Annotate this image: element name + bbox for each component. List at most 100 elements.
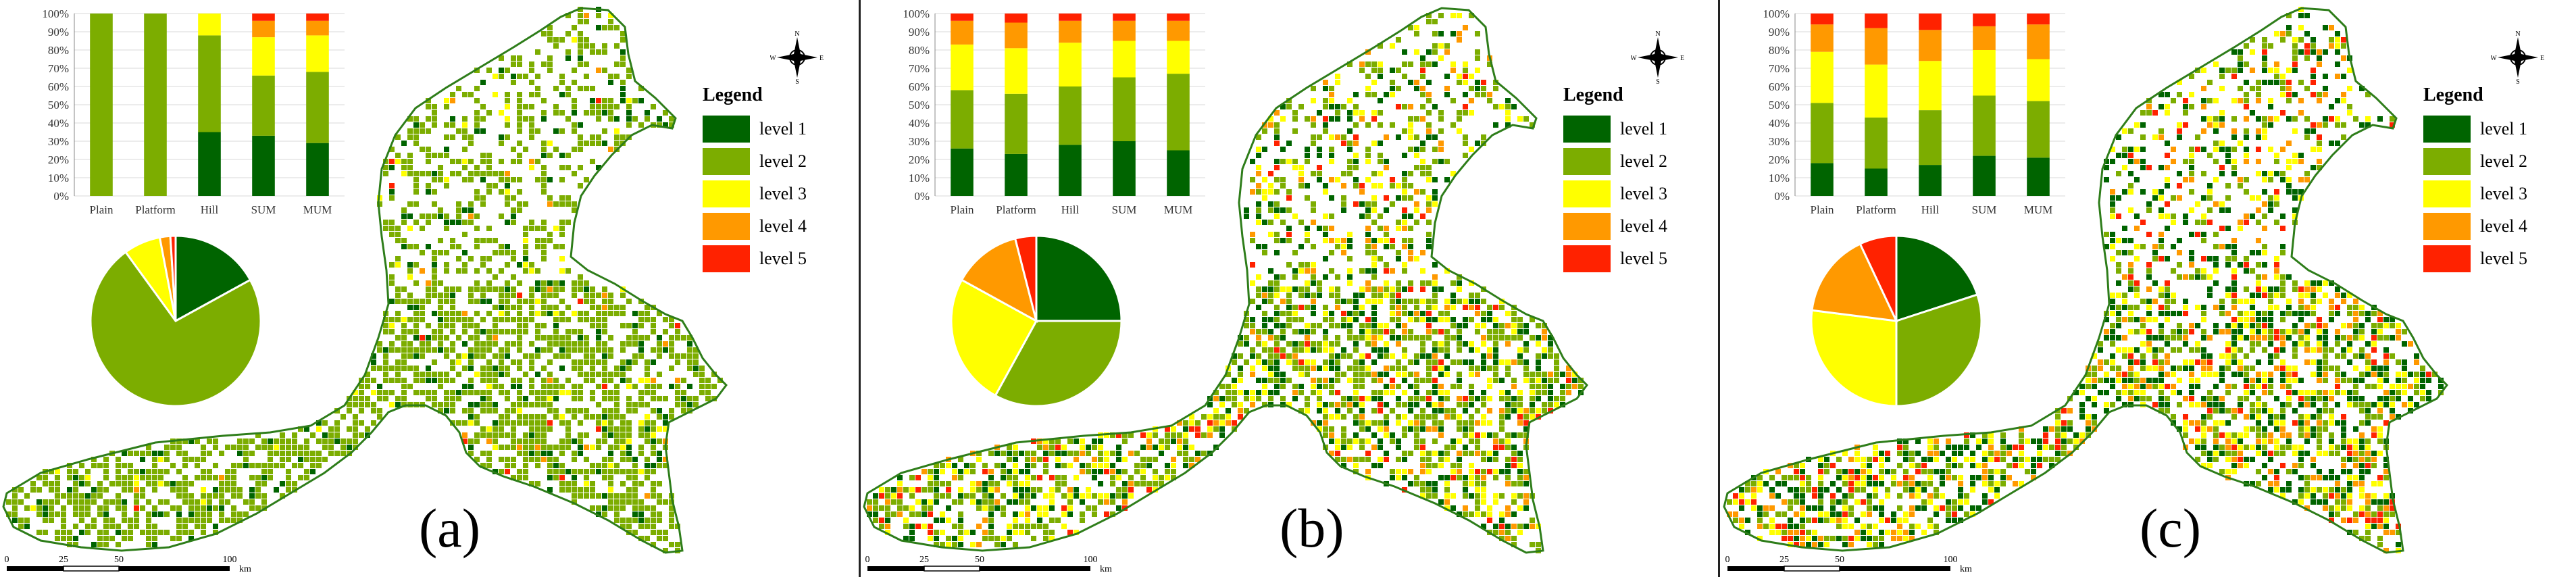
- map-cell: [2262, 226, 2267, 231]
- map-cell: [1450, 13, 1456, 18]
- map-cell: [2146, 262, 2152, 268]
- map-cell: [608, 475, 613, 480]
- map-cell: [1025, 530, 1030, 535]
- map-cell: [958, 499, 963, 505]
- scale-segment: [867, 566, 924, 571]
- map-cell: [1505, 311, 1511, 316]
- map-cell: [2280, 335, 2285, 341]
- map-cell: [578, 13, 583, 18]
- map-cell: [669, 317, 674, 322]
- map-cell: [1007, 530, 1012, 535]
- map-cell: [1396, 183, 1401, 189]
- map-cell: [249, 499, 255, 505]
- map-cell: [2231, 159, 2237, 164]
- map-cell: [523, 457, 528, 462]
- compass-label-e: E: [819, 55, 824, 62]
- map-cell: [687, 347, 692, 353]
- map-cell: [1207, 414, 1213, 420]
- pie-slice: [169, 234, 177, 322]
- map-cell: [2225, 159, 2231, 164]
- map-cell: [553, 128, 559, 134]
- map-cell: [952, 475, 957, 480]
- map-cell: [1420, 280, 1425, 286]
- map-cell: [480, 128, 486, 134]
- map-cell: [1457, 372, 1462, 377]
- map-cell: [2317, 323, 2322, 328]
- map-cell: [1420, 189, 1425, 195]
- map-cell: [602, 359, 607, 365]
- map-cell: [2304, 347, 2310, 353]
- map-cell: [529, 61, 534, 67]
- map-cell: [1432, 341, 1438, 347]
- map-cell: [207, 499, 212, 505]
- map-cell: [2256, 341, 2261, 347]
- map-cell: [432, 274, 437, 280]
- map-cell: [505, 311, 510, 316]
- map-cell: [590, 141, 595, 146]
- map-cell: [559, 268, 565, 274]
- map-cell: [456, 390, 461, 395]
- map-cell: [1444, 74, 1450, 79]
- map-cell: [2304, 55, 2310, 61]
- map-cell: [2146, 317, 2152, 322]
- map-cell: [462, 408, 468, 413]
- map-cell: [1390, 329, 1395, 334]
- map-cell: [529, 445, 534, 450]
- map-cell: [407, 353, 413, 359]
- map-cell: [1384, 341, 1389, 347]
- map-cell: [499, 445, 504, 450]
- map-cell: [1414, 402, 1419, 407]
- map-cell: [2298, 299, 2304, 304]
- map-cell: [1323, 341, 1328, 347]
- map-cell: [462, 268, 468, 274]
- map-cell: [468, 207, 474, 213]
- map-cell: [529, 414, 534, 420]
- map-cell: [1353, 104, 1359, 109]
- map-cell: [12, 487, 18, 493]
- map-cell: [474, 226, 480, 231]
- map-cell: [1523, 432, 1529, 438]
- map-cell: [1475, 372, 1480, 377]
- map-cell: [541, 414, 547, 420]
- map-cell: [1378, 329, 1383, 334]
- map-cell: [529, 359, 534, 365]
- map-cell: [602, 141, 607, 146]
- map-cell: [1365, 341, 1371, 347]
- map-cell: [2274, 274, 2279, 280]
- map-cell: [675, 359, 680, 365]
- map-cell: [2213, 262, 2219, 268]
- map-cell: [2286, 274, 2292, 280]
- map-cell: [1262, 390, 1267, 395]
- map-cell: [608, 311, 613, 316]
- map-cell: [1426, 195, 1432, 201]
- map-cell: [73, 475, 78, 480]
- map-cell: [1408, 329, 1413, 334]
- map-cell: [2262, 116, 2267, 122]
- map-cell: [1280, 147, 1286, 152]
- map-cell: [1341, 457, 1346, 462]
- map-cell: [486, 396, 492, 401]
- map-cell: [915, 499, 921, 505]
- map-cell: [1341, 463, 1346, 468]
- map-cell: [2110, 195, 2115, 201]
- map-cell: [1329, 268, 1334, 274]
- map-cell: [1365, 329, 1371, 334]
- map-cell: [1463, 432, 1468, 438]
- map-cell: [517, 74, 522, 79]
- map-cell: [2122, 317, 2127, 322]
- map-cell: [511, 438, 516, 444]
- map-cell: [1457, 402, 1462, 407]
- map-cell: [1317, 134, 1322, 140]
- map-cell: [1335, 366, 1340, 371]
- map-cell: [511, 214, 516, 219]
- map-cell: [134, 475, 139, 480]
- map-cell: [450, 286, 455, 292]
- map-cell: [903, 505, 909, 511]
- map-cell: [897, 511, 903, 517]
- map-cell: [547, 195, 553, 201]
- map-cell: [268, 475, 273, 480]
- map-cell: [1365, 214, 1371, 219]
- map-cell: [529, 165, 534, 170]
- map-cell: [559, 280, 565, 286]
- map-cell: [2262, 43, 2267, 49]
